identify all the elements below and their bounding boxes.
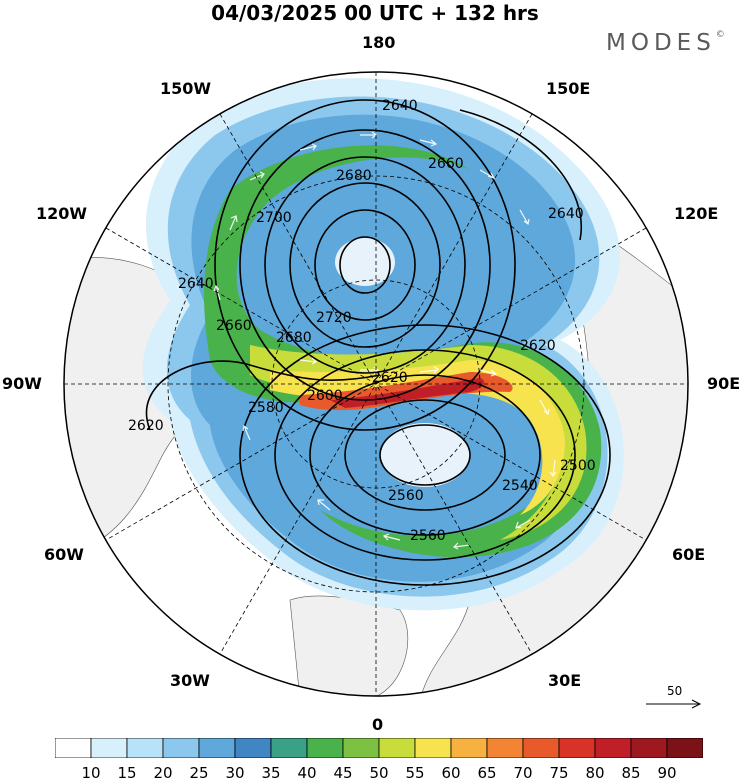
colorbar-swatch — [306, 738, 344, 758]
colorbar-swatch — [450, 738, 488, 758]
contour-label: 2620 — [372, 370, 408, 386]
lon-label-30w: 30W — [170, 671, 210, 690]
copyright-mark: © — [715, 30, 725, 40]
contour-label: 2500 — [560, 458, 596, 474]
height-contours — [145, 99, 611, 586]
contour-label: 2560 — [388, 488, 424, 504]
colorbar-swatch — [486, 738, 524, 758]
colorbar-swatch — [522, 738, 560, 758]
colorbar-tick-label: 40 — [297, 764, 317, 782]
colorbar-tick-label: 25 — [189, 764, 209, 782]
lon-label-120w: 120W — [36, 204, 88, 223]
lon-label-30e: 30E — [548, 671, 582, 690]
colorbar — [55, 738, 703, 758]
reference-vector-label: 50 — [667, 684, 683, 698]
colorbar-swatch — [90, 738, 128, 758]
colorbar-tick-label: 55 — [405, 764, 425, 782]
colorbar-tick-label: 60 — [441, 764, 461, 782]
map-boundary — [63, 71, 689, 697]
colorbar-tick-label: 10 — [81, 764, 101, 782]
lon-label-120e: 120E — [674, 204, 719, 223]
colorbar-swatch — [630, 738, 668, 758]
lon-label-60w: 60W — [44, 545, 84, 564]
map-title: 04/03/2025 00 UTC + 132 hrs — [211, 1, 539, 25]
colorbar-swatch — [234, 738, 272, 758]
lon-label-180: 180 — [362, 33, 396, 52]
colorbar-swatch — [126, 738, 164, 758]
contour-label: 2720 — [316, 310, 352, 326]
africa-land — [289, 595, 409, 696]
colorbar-tick-label: 80 — [585, 764, 605, 782]
colorbar-swatch — [594, 738, 632, 758]
contour-label: 2640 — [178, 276, 214, 292]
right-arrow-icon — [646, 699, 702, 709]
contour-label: 2620 — [128, 418, 164, 434]
colorbar-swatch — [162, 738, 200, 758]
lon-label-90e: 90E — [707, 374, 741, 393]
lon-label-60e: 60E — [672, 545, 706, 564]
contour-label: 2680 — [336, 168, 372, 184]
contour-labels: 2640 2660 2680 2700 2720 2640 2640 2660 … — [128, 98, 596, 544]
colorbar-tick-label: 45 — [333, 764, 353, 782]
lon-label-0: 0 — [372, 715, 384, 734]
colorbar-swatch — [666, 738, 703, 758]
contour-label: 2640 — [548, 206, 584, 222]
contour-label: 2660 — [428, 156, 464, 172]
contour-label: 2660 — [216, 318, 252, 334]
colorbar-swatch — [414, 738, 452, 758]
colorbar-tick-label: 15 — [117, 764, 137, 782]
contour-label: 2700 — [256, 210, 292, 226]
colorbar-tick-label: 30 — [225, 764, 245, 782]
colorbar-tick-label: 50 — [369, 764, 389, 782]
colorbar-swatch — [198, 738, 236, 758]
colorbar-tick-label: 20 — [153, 764, 173, 782]
lon-label-150w: 150W — [160, 79, 212, 98]
colorbar-swatch — [55, 738, 92, 758]
colorbar-swatch — [378, 738, 416, 758]
graticule — [64, 72, 688, 696]
contour-label: 2620 — [520, 338, 556, 354]
lon-label-90w: 90W — [2, 374, 42, 393]
contour-label: 2680 — [276, 330, 312, 346]
contour-label: 2640 — [382, 98, 418, 114]
colorbar-tick-label: 70 — [513, 764, 533, 782]
contour-label: 2560 — [410, 528, 446, 544]
colorbar-tick-label: 90 — [657, 764, 677, 782]
brand-text: MODES — [606, 30, 716, 56]
colorbar-tick-label: 85 — [621, 764, 641, 782]
modes-logo: MODES© — [606, 30, 725, 56]
contour-label: 2580 — [248, 400, 284, 416]
colorbar-swatch — [558, 738, 596, 758]
colorbar-tick-label: 65 — [477, 764, 497, 782]
colorbar-tick-label: 35 — [261, 764, 281, 782]
colorbar-swatch — [342, 738, 380, 758]
colorbar-swatch — [270, 738, 308, 758]
contour-label: 2540 — [502, 478, 538, 494]
lon-label-150e: 150E — [546, 79, 591, 98]
colorbar-tick-label: 75 — [549, 764, 569, 782]
contour-label: 2600 — [307, 388, 343, 404]
